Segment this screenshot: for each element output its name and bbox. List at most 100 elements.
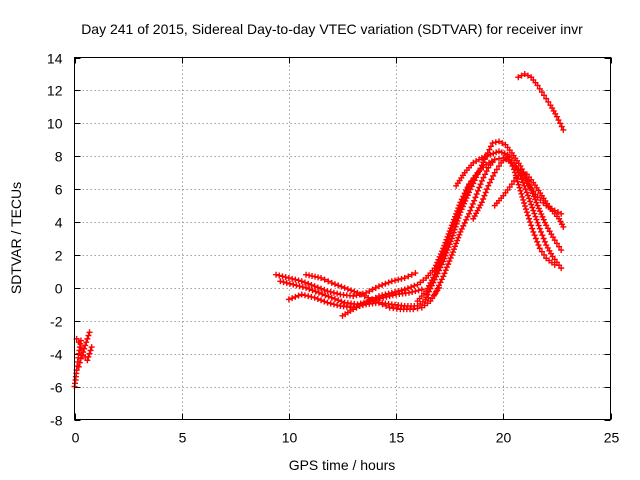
- data-point: [84, 357, 91, 364]
- data-point: [534, 202, 541, 209]
- data-point: [480, 186, 491, 203]
- data-point: [523, 189, 530, 196]
- data-point: [86, 329, 93, 336]
- data-point: [485, 182, 492, 189]
- data-point: [536, 85, 545, 96]
- data-point: [473, 181, 484, 198]
- data-point: [311, 283, 318, 290]
- data-point: [72, 370, 80, 380]
- data-point: [524, 192, 536, 211]
- grid: [74, 57, 611, 420]
- data-point: [404, 282, 418, 292]
- data-point: [560, 223, 567, 230]
- data-point: [511, 166, 518, 173]
- data-point: [324, 288, 331, 295]
- data-layer: [71, 70, 567, 390]
- series-arc-mid-4: [303, 271, 442, 313]
- data-point: [418, 286, 425, 293]
- data-point: [544, 244, 555, 257]
- data-point: [421, 300, 431, 309]
- data-point: [431, 276, 438, 283]
- data-point: [363, 289, 370, 296]
- data-point: [526, 181, 533, 188]
- data-point: [531, 210, 542, 229]
- y-tick-label: 12: [47, 83, 63, 99]
- data-point: [433, 276, 445, 295]
- data-point: [524, 72, 531, 79]
- data-point: [491, 169, 498, 176]
- x-axis-label: GPS time / hours: [289, 457, 396, 473]
- data-point: [392, 301, 405, 309]
- data-point: [303, 284, 310, 291]
- data-point: [458, 192, 471, 213]
- data-point: [527, 184, 540, 206]
- data-point: [315, 289, 322, 296]
- x-tick-label: 20: [496, 430, 512, 446]
- data-point: [551, 261, 558, 268]
- data-point: [441, 255, 454, 277]
- data-point: [490, 149, 500, 157]
- data-point: [454, 172, 466, 187]
- data-point: [510, 152, 522, 167]
- data-point: [318, 274, 325, 281]
- data-point: [344, 286, 358, 295]
- y-axis-label: SDTVAR / TECUs: [8, 182, 24, 294]
- data-point: [379, 301, 390, 309]
- data-point: [551, 256, 563, 269]
- data-point: [353, 301, 366, 311]
- x-tick-label: 25: [604, 430, 620, 446]
- data-point: [370, 295, 384, 304]
- data-point: [554, 209, 561, 216]
- data-point: [400, 306, 414, 313]
- data-point: [449, 212, 463, 239]
- data-point: [301, 279, 315, 288]
- series-arc-early-a: [71, 337, 84, 390]
- data-point: [534, 82, 541, 89]
- data-point: [557, 218, 565, 228]
- data-point: [431, 291, 438, 298]
- data-point: [87, 347, 94, 354]
- data-point: [417, 277, 427, 286]
- data-point: [341, 284, 348, 291]
- data-point: [424, 279, 437, 298]
- data-point: [331, 295, 345, 305]
- data-point: [86, 350, 93, 357]
- data-point: [504, 144, 513, 154]
- data-point: [558, 265, 565, 272]
- data-point: [301, 292, 315, 300]
- data-point: [537, 197, 547, 206]
- data-point: [392, 287, 405, 295]
- data-point: [543, 95, 552, 105]
- data-point: [500, 155, 509, 164]
- data-point: [289, 275, 302, 284]
- data-point: [392, 275, 405, 284]
- y-tick-label: 6: [55, 182, 63, 198]
- data-point: [79, 352, 86, 359]
- data-point: [401, 274, 408, 281]
- data-point: [511, 177, 518, 184]
- data-point: [404, 302, 418, 309]
- data-point: [314, 295, 328, 305]
- data-point: [538, 248, 548, 258]
- data-point: [491, 156, 498, 163]
- data-point: [342, 307, 354, 318]
- data-point: [412, 270, 419, 277]
- data-point: [327, 288, 341, 297]
- data-point: [530, 76, 539, 86]
- data-point: [506, 156, 516, 170]
- data-point: [417, 296, 429, 307]
- data-point: [481, 152, 491, 160]
- data-point: [306, 272, 322, 281]
- data-point: [558, 210, 565, 217]
- data-point: [524, 212, 536, 232]
- data-point: [81, 345, 88, 352]
- series-arc-rise-6: [491, 169, 567, 230]
- data-point: [465, 210, 472, 217]
- data-point: [526, 174, 535, 183]
- data-point: [416, 290, 427, 302]
- data-point: [298, 291, 305, 298]
- series-arc-early-b: [75, 329, 93, 370]
- data-point: [493, 163, 503, 173]
- data-point: [487, 159, 496, 169]
- data-point: [293, 282, 306, 291]
